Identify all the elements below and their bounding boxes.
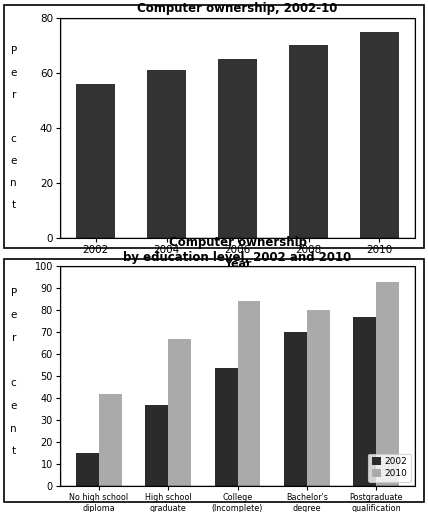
Bar [76,84,115,238]
Title: Computer ownership
by education level, 2002 and 2010: Computer ownership by education level, 2… [123,236,352,264]
Bar [168,339,191,486]
Text: P: P [11,288,17,297]
Text: c: c [11,378,17,388]
Bar [360,32,399,238]
Bar [307,310,330,486]
Text: t: t [12,446,16,456]
Bar [147,70,186,238]
Text: P: P [11,46,17,56]
Text: e: e [11,401,17,411]
X-axis label: Year: Year [224,259,251,269]
Text: t: t [12,200,16,210]
Bar [284,332,307,486]
Text: c: c [11,134,17,144]
Bar [76,454,99,486]
Text: e: e [11,68,17,78]
Bar [376,282,399,486]
Bar [353,317,376,486]
Bar [238,302,260,486]
Bar [215,368,238,486]
Text: e: e [11,310,17,321]
Bar [218,59,257,238]
Legend: 2002, 2010: 2002, 2010 [368,454,410,482]
Text: e: e [11,156,17,166]
Text: n: n [10,178,17,188]
Text: r: r [12,333,16,343]
Bar [289,46,328,238]
Text: r: r [12,90,16,100]
Bar [146,405,168,486]
Text: n: n [10,423,17,434]
Bar [99,394,122,486]
Title: Computer ownership, 2002-10: Computer ownership, 2002-10 [137,3,338,15]
